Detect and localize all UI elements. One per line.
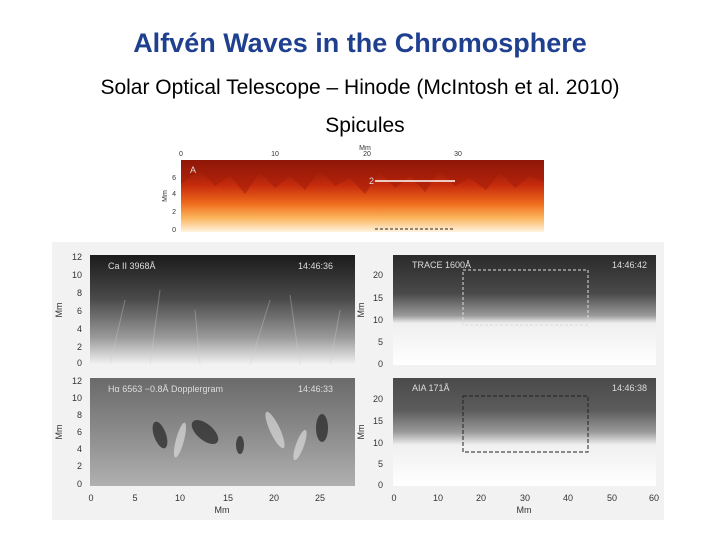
halpha-y-tick-3: 6 xyxy=(77,427,82,437)
trace2-panel-label: AIA 171Å xyxy=(412,383,450,393)
trace2-x-tick-6: 60 xyxy=(649,493,659,503)
halpha-x-tick-5: 25 xyxy=(315,493,325,503)
halpha-x-unit: Mm xyxy=(215,505,230,515)
trace2-x-tick-0: 0 xyxy=(391,493,396,503)
trace2-x-tick-2: 20 xyxy=(476,493,486,503)
halpha-panel-time: 14:46:33 xyxy=(298,384,333,394)
trace2-x-unit: Mm xyxy=(517,505,532,515)
slide-title: Alfvén Waves in the Chromosphere xyxy=(133,28,587,58)
top-x-tick-3: 30 xyxy=(454,151,462,158)
ca-y-tick-0: 12 xyxy=(72,252,82,262)
trace2-panel-time: 14:46:38 xyxy=(612,383,647,393)
trace1-y-unit: Mm xyxy=(356,303,366,318)
ca-ii-panel: Ca II 3968Å 14:46:36 12 10 8 6 4 2 0 Mm xyxy=(54,252,355,368)
top-y-tick-2: 2 xyxy=(172,209,176,216)
ca-panel-label: Ca II 3968Å xyxy=(108,261,156,271)
halpha-y-tick-4: 4 xyxy=(77,444,82,454)
top-panel-marker: 2 xyxy=(369,176,374,186)
trace2-y-tick-4: 0 xyxy=(378,480,383,490)
trace1-y-tick-2: 10 xyxy=(373,315,383,325)
trace1-panel-time: 14:46:42 xyxy=(612,260,647,270)
trace2-x-tick-4: 40 xyxy=(563,493,573,503)
top-x-unit: Mm xyxy=(359,145,371,152)
top-x-tick-0: 0 xyxy=(179,151,183,158)
trace2-y-tick-2: 10 xyxy=(373,438,383,448)
top-x-tick-2: 20 xyxy=(363,151,371,158)
trace2-x-tick-1: 10 xyxy=(433,493,443,503)
trace2-y-unit: Mm xyxy=(356,425,366,440)
halpha-x-tick-1: 5 xyxy=(132,493,137,503)
halpha-y-tick-0: 12 xyxy=(72,376,82,386)
trace2-y-tick-3: 5 xyxy=(378,459,383,469)
ca-y-tick-3: 6 xyxy=(77,306,82,316)
top-panel-letter: A xyxy=(190,165,196,175)
ca-y-tick-5: 2 xyxy=(77,342,82,352)
trace2-y-tick-1: 15 xyxy=(373,416,383,426)
halpha-y-tick-2: 8 xyxy=(77,410,82,420)
top-y-unit: Mm xyxy=(162,190,169,202)
ca-y-unit: Mm xyxy=(54,303,64,318)
trace2-x-tick-3: 30 xyxy=(520,493,530,503)
halpha-x-tick-3: 15 xyxy=(223,493,233,503)
top-y-tick-1: 4 xyxy=(172,191,176,198)
ca-panel-time: 14:46:36 xyxy=(298,261,333,271)
ca-y-tick-4: 4 xyxy=(77,324,82,334)
aia-171-panel: AIA 171Å 14:46:38 20 15 10 5 0 Mm 0 10 2… xyxy=(356,378,659,515)
halpha-x-tick-2: 10 xyxy=(175,493,185,503)
trace1-y-tick-4: 0 xyxy=(378,359,383,369)
trace1-y-tick-1: 15 xyxy=(373,293,383,303)
ca-y-tick-1: 10 xyxy=(72,270,82,280)
top-y-tick-0: 6 xyxy=(172,175,176,182)
halpha-y-tick-6: 0 xyxy=(77,479,82,489)
top-spicule-panel: A 2 0 10 20 30 Mm 6 4 2 0 Mm xyxy=(162,145,544,234)
trace1-y-tick-0: 20 xyxy=(373,270,383,280)
halpha-y-tick-5: 2 xyxy=(77,461,82,471)
halpha-x-tick-0: 0 xyxy=(88,493,93,503)
trace1-y-tick-3: 5 xyxy=(378,337,383,347)
halpha-y-unit: Mm xyxy=(54,425,64,440)
trace2-x-tick-5: 50 xyxy=(607,493,617,503)
top-x-tick-1: 10 xyxy=(271,151,279,158)
trace-1600-panel: TRACE 1600Å 14:46:42 20 15 10 5 0 Mm xyxy=(356,255,656,369)
trace2-y-tick-0: 20 xyxy=(373,394,383,404)
ca-y-tick-2: 8 xyxy=(77,288,82,298)
slide-caption: Spicules xyxy=(325,114,405,137)
slide-subtitle: Solar Optical Telescope – Hinode (McInto… xyxy=(100,76,620,99)
halpha-panel-label: Hα 6563 −0.8Å Dopplergram xyxy=(108,384,223,394)
trace1-panel-label: TRACE 1600Å xyxy=(412,260,471,270)
h-alpha-panel: Hα 6563 −0.8Å Dopplergram 14:46:33 12 10… xyxy=(54,376,355,515)
ca-y-tick-6: 0 xyxy=(77,358,82,368)
halpha-x-tick-4: 20 xyxy=(269,493,279,503)
halpha-y-tick-1: 10 xyxy=(72,393,82,403)
top-y-tick-3: 0 xyxy=(172,227,176,234)
